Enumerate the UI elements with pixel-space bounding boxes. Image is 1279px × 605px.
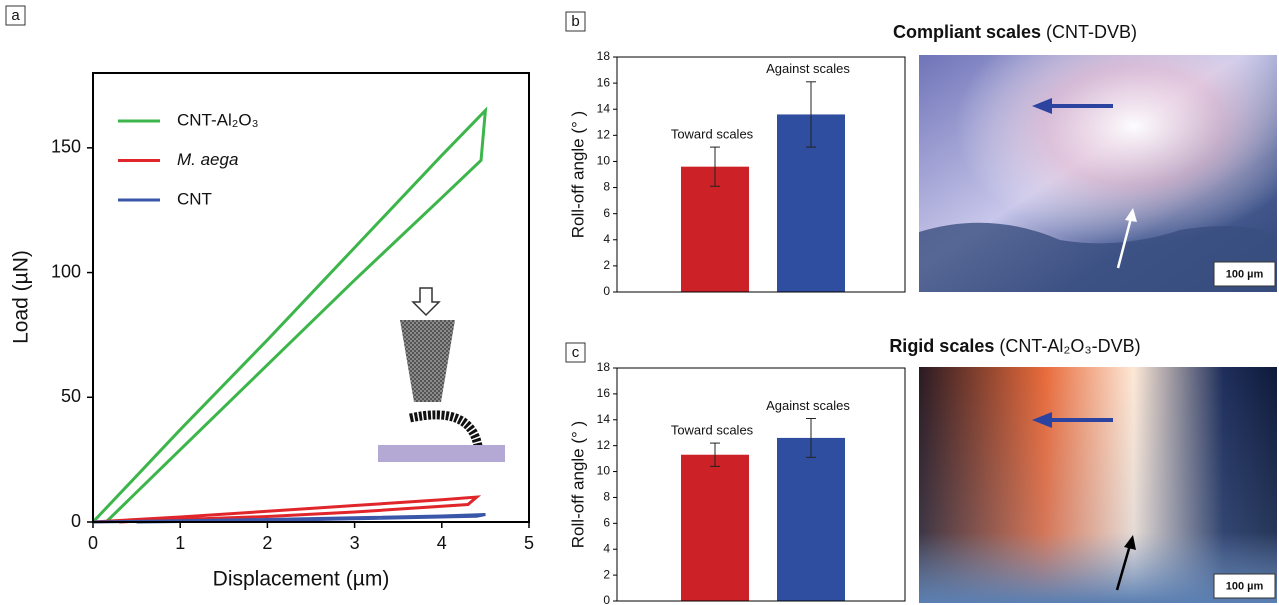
- y-tick-label: 8: [603, 490, 610, 504]
- data-line: [91, 106, 488, 524]
- category-label: Against scales: [766, 398, 850, 413]
- x-tick-label: 2: [262, 533, 272, 553]
- bar: [681, 454, 749, 601]
- indenter-inset: [378, 287, 505, 462]
- y-axis-label: Roll-off angle (° ): [568, 421, 587, 548]
- y-tick-label: 4: [603, 232, 610, 246]
- plot-frame: [92, 72, 530, 523]
- y-tick-label: 10: [597, 464, 611, 478]
- y-tick-label: 18: [597, 360, 611, 374]
- y-tick-label: 0: [603, 284, 610, 298]
- chart-title: Compliant scales (CNT-DVB): [893, 22, 1137, 42]
- x-tick-label: 1: [175, 533, 185, 553]
- panel-label: c: [572, 344, 580, 361]
- y-tick-label: 6: [603, 206, 610, 220]
- y-tick-label: 8: [603, 180, 610, 194]
- legend-label: CNT: [177, 189, 212, 208]
- legend-label: M. aega: [177, 150, 238, 169]
- plot-frame: [616, 56, 906, 293]
- panel-label: b: [571, 13, 579, 30]
- panel-label-box: [565, 11, 586, 32]
- photo-compliant: 100 µm: [919, 55, 1277, 292]
- y-tick-label: 16: [597, 75, 611, 89]
- bar: [681, 166, 749, 292]
- y-tick-label: 12: [597, 438, 611, 452]
- y-tick-label: 2: [603, 567, 610, 581]
- y-tick-label: 150: [51, 137, 81, 157]
- bar: [777, 437, 845, 601]
- photo-rigid: 100 µm: [919, 367, 1277, 603]
- chart-title-part: (CNT-DVB): [1041, 22, 1137, 42]
- x-tick-label: 4: [437, 533, 447, 553]
- y-tick-label: 0: [603, 593, 610, 605]
- y-tick-label: 100: [51, 261, 81, 281]
- chart-title: Rigid scales (CNT-Al₂O₃-DVB): [889, 336, 1140, 356]
- y-tick-label: 2: [603, 258, 610, 272]
- x-tick-label: 5: [524, 533, 534, 553]
- y-tick-label: 50: [61, 386, 81, 406]
- panel-label: a: [11, 7, 20, 24]
- data-line: [92, 495, 482, 524]
- x-tick-label: 0: [88, 533, 98, 553]
- y-tick-label: 18: [597, 49, 611, 63]
- x-tick-label: 3: [350, 533, 360, 553]
- chart-title-part: Rigid scales: [889, 336, 994, 356]
- category-label: Toward scales: [671, 423, 754, 438]
- category-label: Toward scales: [671, 127, 754, 142]
- panel-label-box: [5, 5, 26, 26]
- y-tick-label: 16: [597, 386, 611, 400]
- scale-bar-label: 100 µm: [1226, 580, 1264, 592]
- y-tick-label: 0: [71, 511, 81, 531]
- y-tick-label: 12: [597, 128, 611, 142]
- y-tick-label: 14: [597, 101, 611, 115]
- panel-label-box: [565, 342, 586, 363]
- y-tick-label: 14: [597, 412, 611, 426]
- plot-frame: [616, 367, 906, 602]
- category-label: Against scales: [766, 61, 850, 76]
- y-axis-label: Roll-off angle (° ): [568, 111, 587, 238]
- data-line: [92, 513, 486, 524]
- chart-title-part: Compliant scales: [893, 22, 1041, 42]
- y-tick-label: 6: [603, 516, 610, 530]
- y-axis-label: Load (µN): [10, 250, 33, 344]
- y-tick-label: 10: [597, 154, 611, 168]
- x-axis-label: Displacement (µm): [213, 568, 390, 591]
- scale-bar-label: 100 µm: [1226, 268, 1264, 280]
- legend-label: CNT-Al₂O₃: [177, 110, 259, 129]
- y-tick-label: 4: [603, 541, 610, 555]
- chart-title-part: (CNT-Al₂O₃-DVB): [994, 336, 1140, 356]
